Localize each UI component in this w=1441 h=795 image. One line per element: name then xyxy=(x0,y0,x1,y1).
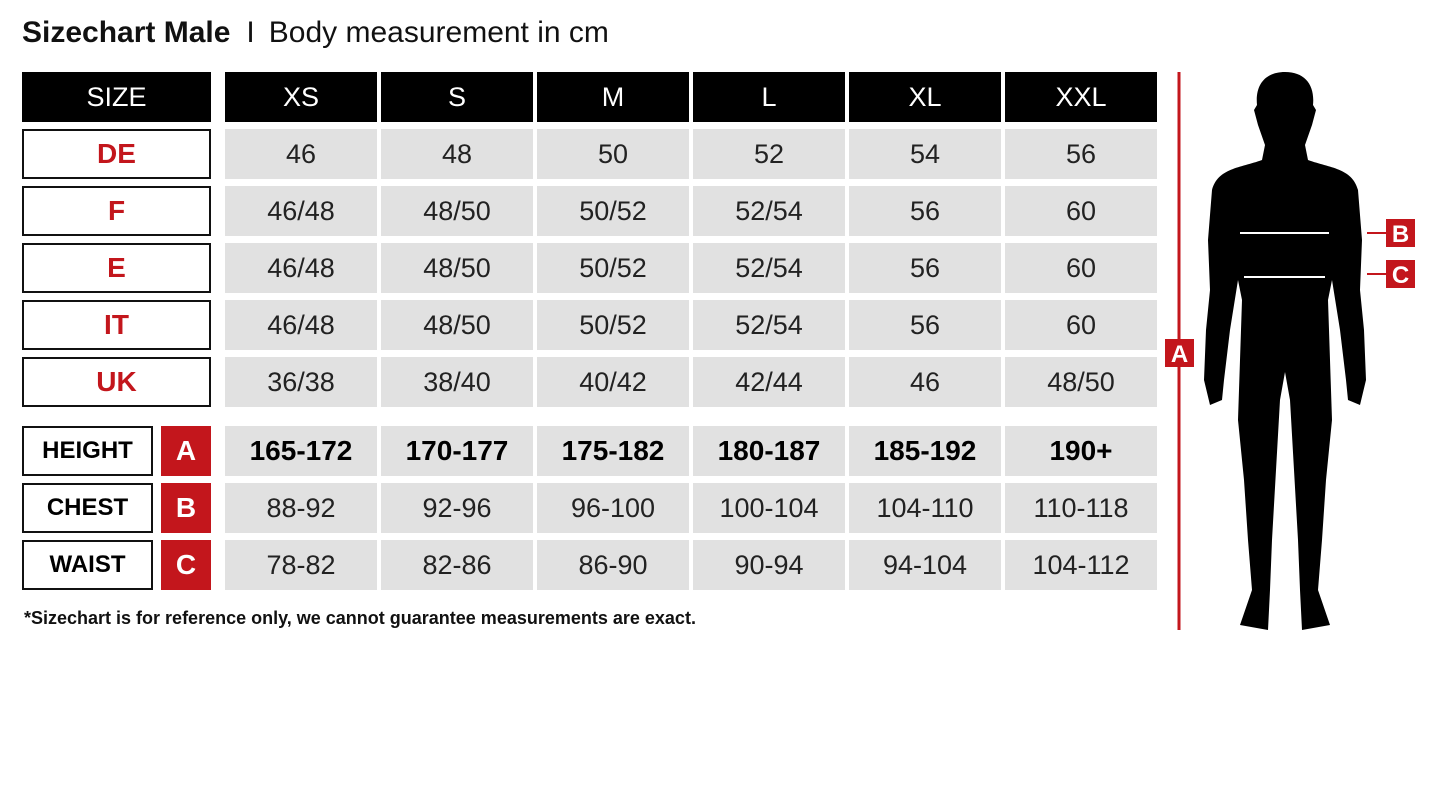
measure-cell: 86-90 xyxy=(537,540,689,590)
table-cell: 54 xyxy=(849,129,1001,179)
row-label-f: F xyxy=(22,186,211,236)
size-header-l: L xyxy=(693,72,845,122)
table-cell: 56 xyxy=(849,300,1001,350)
measure-cell: 110-118 xyxy=(1005,483,1157,533)
size-header-s: S xyxy=(381,72,533,122)
size-header-xs: XS xyxy=(225,72,377,122)
footnote: *Sizechart is for reference only, we can… xyxy=(24,608,696,628)
table-cell: 52 xyxy=(693,129,845,179)
measure-cell: 175-182 xyxy=(537,426,689,476)
table-cell: 36/38 xyxy=(225,357,377,407)
table-cell: 56 xyxy=(849,243,1001,293)
measure-cell: 104-112 xyxy=(1005,540,1157,590)
marker-b: B xyxy=(1392,221,1409,248)
table-cell: 50/52 xyxy=(537,243,689,293)
measure-cell: 104-110 xyxy=(849,483,1001,533)
size-header-xl: XL xyxy=(849,72,1001,122)
size-header-label: SIZE xyxy=(22,72,211,122)
title-bold: Sizechart Male xyxy=(22,16,231,49)
marker-c: C xyxy=(1392,262,1409,289)
table-cell: 42/44 xyxy=(693,357,845,407)
page-title: Sizechart Male I Body measurement in cm xyxy=(22,16,609,50)
marker-b-box xyxy=(1386,219,1415,247)
marker-a-box xyxy=(1165,339,1194,367)
measure-cell: 92-96 xyxy=(381,483,533,533)
table-cell: 48/50 xyxy=(381,300,533,350)
measure-label-height: HEIGHT xyxy=(22,426,153,476)
measure-cell: 190+ xyxy=(1005,426,1157,476)
table-cell: 46/48 xyxy=(225,243,377,293)
measure-cell: 180-187 xyxy=(693,426,845,476)
measure-letter-a: A xyxy=(161,426,211,476)
table-cell: 38/40 xyxy=(381,357,533,407)
measure-letter-c: C xyxy=(161,540,211,590)
size-header-m: M xyxy=(537,72,689,122)
table-cell: 48/50 xyxy=(381,186,533,236)
table-cell: 52/54 xyxy=(693,186,845,236)
measure-cell: 94-104 xyxy=(849,540,1001,590)
measure-cell: 100-104 xyxy=(693,483,845,533)
table-cell: 40/42 xyxy=(537,357,689,407)
measure-cell: 165-172 xyxy=(225,426,377,476)
table-cell: 48/50 xyxy=(1005,357,1157,407)
table-cell: 52/54 xyxy=(693,300,845,350)
measure-label-chest: CHEST xyxy=(22,483,153,533)
table-cell: 50/52 xyxy=(537,186,689,236)
measure-cell: 88-92 xyxy=(225,483,377,533)
table-cell: 46 xyxy=(849,357,1001,407)
table-cell: 46 xyxy=(225,129,377,179)
table-cell: 60 xyxy=(1005,186,1157,236)
row-label-uk: UK xyxy=(22,357,211,407)
table-cell: 56 xyxy=(1005,129,1157,179)
table-cell: 46/48 xyxy=(225,300,377,350)
row-label-de: DE xyxy=(22,129,211,179)
table-cell: 48/50 xyxy=(381,243,533,293)
measure-cell: 78-82 xyxy=(225,540,377,590)
table-cell: 60 xyxy=(1005,243,1157,293)
table-cell: 48 xyxy=(381,129,533,179)
title-separator: I xyxy=(246,16,255,49)
marker-c-box xyxy=(1386,260,1415,288)
row-label-it: IT xyxy=(22,300,211,350)
measure-cell: 90-94 xyxy=(693,540,845,590)
table-cell: 50 xyxy=(537,129,689,179)
table-cell: 52/54 xyxy=(693,243,845,293)
marker-a: A xyxy=(1171,341,1188,368)
title-subtitle: Body measurement in cm xyxy=(268,16,609,49)
table-cell: 56 xyxy=(849,186,1001,236)
measure-cell: 185-192 xyxy=(849,426,1001,476)
measure-cell: 82-86 xyxy=(381,540,533,590)
measure-cell: 170-177 xyxy=(381,426,533,476)
size-header-xxl: XXL xyxy=(1005,72,1157,122)
male-silhouette xyxy=(1204,72,1366,630)
table-cell: 60 xyxy=(1005,300,1157,350)
table-cell: 50/52 xyxy=(537,300,689,350)
measure-letter-b: B xyxy=(161,483,211,533)
measure-cell: 96-100 xyxy=(537,483,689,533)
measure-label-waist: WAIST xyxy=(22,540,153,590)
row-label-e: E xyxy=(22,243,211,293)
table-cell: 46/48 xyxy=(225,186,377,236)
